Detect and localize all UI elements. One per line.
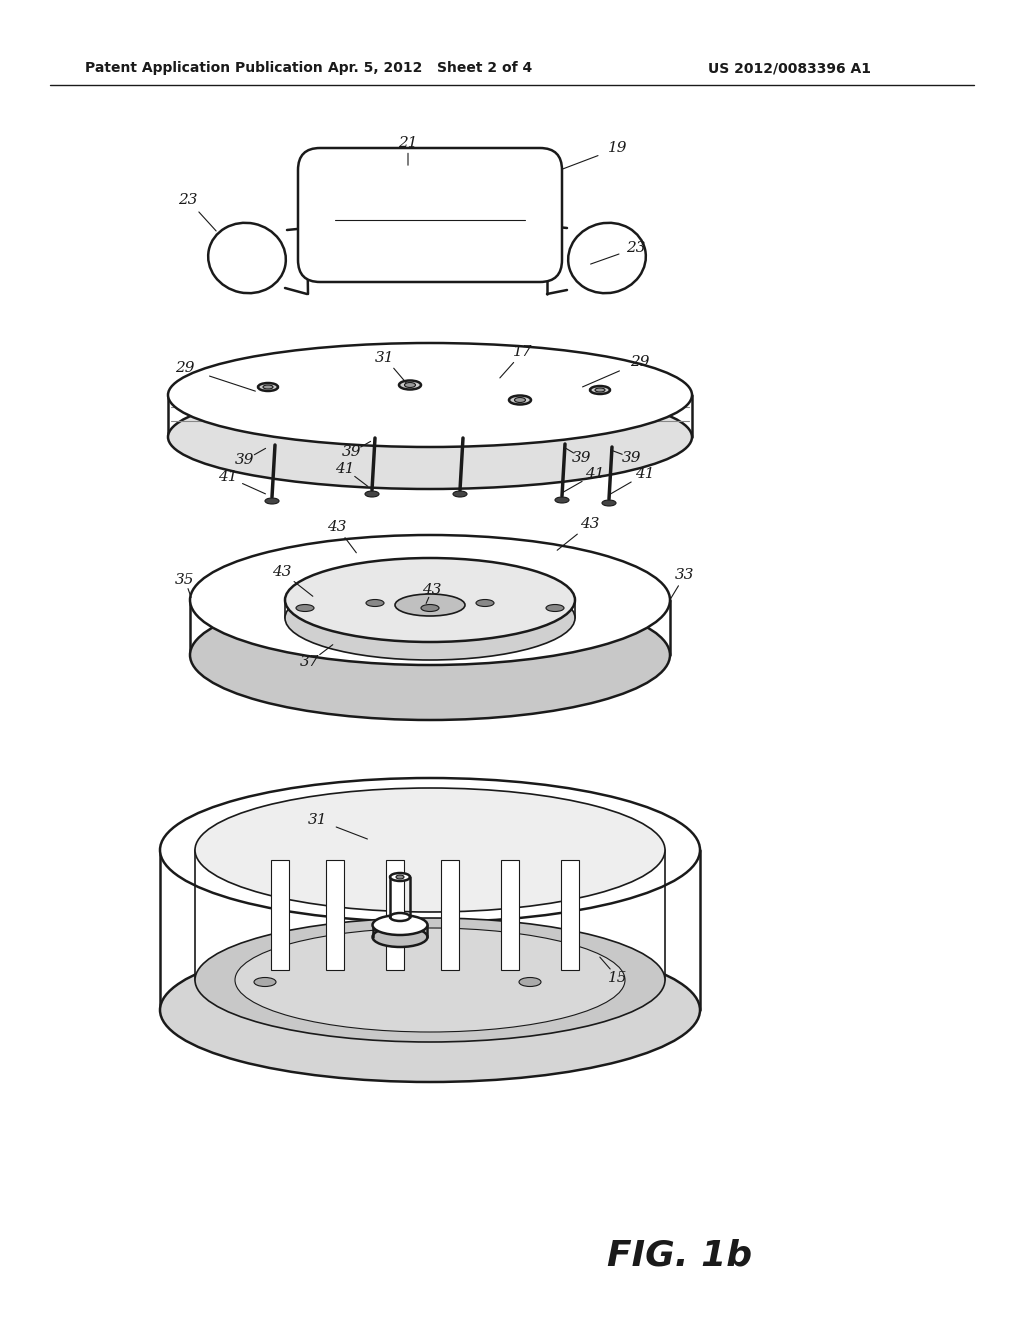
Ellipse shape: [555, 498, 569, 503]
Text: Patent Application Publication: Patent Application Publication: [85, 61, 323, 75]
Ellipse shape: [519, 978, 541, 986]
Ellipse shape: [254, 978, 276, 986]
Ellipse shape: [195, 788, 665, 912]
Text: Apr. 5, 2012   Sheet 2 of 4: Apr. 5, 2012 Sheet 2 of 4: [328, 61, 532, 75]
Text: 23: 23: [178, 193, 198, 207]
Ellipse shape: [421, 605, 439, 611]
Text: 39: 39: [236, 453, 255, 467]
Text: 39: 39: [623, 451, 642, 465]
Text: 31: 31: [308, 813, 328, 828]
Ellipse shape: [390, 873, 410, 880]
Ellipse shape: [395, 594, 465, 616]
Ellipse shape: [190, 535, 670, 665]
Text: FIG. 1b: FIG. 1b: [607, 1238, 753, 1272]
Text: 31: 31: [375, 351, 394, 366]
Polygon shape: [441, 861, 459, 970]
Text: 21: 21: [398, 136, 418, 150]
Polygon shape: [501, 861, 519, 970]
Text: 17: 17: [513, 345, 532, 359]
Ellipse shape: [514, 397, 525, 403]
Ellipse shape: [296, 605, 314, 611]
Ellipse shape: [208, 223, 286, 293]
Ellipse shape: [285, 576, 575, 660]
Ellipse shape: [258, 383, 278, 391]
Text: 35: 35: [175, 573, 195, 587]
Text: 33: 33: [675, 568, 694, 582]
Ellipse shape: [365, 491, 379, 498]
Ellipse shape: [390, 913, 410, 921]
Ellipse shape: [168, 385, 692, 488]
Ellipse shape: [373, 915, 427, 935]
Polygon shape: [326, 861, 344, 970]
Ellipse shape: [476, 599, 494, 606]
Ellipse shape: [160, 939, 700, 1082]
Ellipse shape: [546, 605, 564, 611]
Ellipse shape: [396, 875, 404, 879]
Ellipse shape: [399, 380, 421, 389]
Text: 43: 43: [272, 565, 292, 579]
Text: 19: 19: [608, 141, 628, 154]
Text: 43: 43: [328, 520, 347, 535]
Text: 39: 39: [342, 445, 361, 459]
Text: 29: 29: [630, 355, 650, 370]
Text: 15: 15: [608, 972, 628, 985]
Text: 41: 41: [218, 470, 238, 484]
Ellipse shape: [366, 599, 384, 606]
Ellipse shape: [168, 343, 692, 447]
Text: 41: 41: [335, 462, 354, 477]
Ellipse shape: [190, 590, 670, 719]
Text: US 2012/0083396 A1: US 2012/0083396 A1: [709, 61, 871, 75]
Text: 37: 37: [300, 655, 319, 669]
Ellipse shape: [453, 491, 467, 498]
Ellipse shape: [263, 385, 273, 389]
Text: 41: 41: [635, 467, 654, 480]
Ellipse shape: [265, 498, 279, 504]
Text: 41: 41: [586, 467, 605, 480]
Text: 43: 43: [422, 583, 441, 597]
Polygon shape: [271, 861, 289, 970]
Ellipse shape: [595, 388, 605, 392]
Ellipse shape: [160, 777, 700, 921]
Ellipse shape: [602, 500, 616, 506]
Text: 43: 43: [581, 517, 600, 531]
Ellipse shape: [234, 928, 625, 1032]
Ellipse shape: [590, 385, 610, 393]
Polygon shape: [561, 861, 579, 970]
Ellipse shape: [404, 383, 416, 388]
Ellipse shape: [509, 396, 531, 404]
Text: 39: 39: [572, 451, 592, 465]
Ellipse shape: [568, 223, 646, 293]
Polygon shape: [386, 861, 404, 970]
Text: 23: 23: [627, 242, 646, 255]
Ellipse shape: [285, 558, 575, 642]
Text: 29: 29: [175, 360, 195, 375]
Ellipse shape: [195, 917, 665, 1041]
Ellipse shape: [373, 927, 427, 946]
FancyBboxPatch shape: [298, 148, 562, 282]
